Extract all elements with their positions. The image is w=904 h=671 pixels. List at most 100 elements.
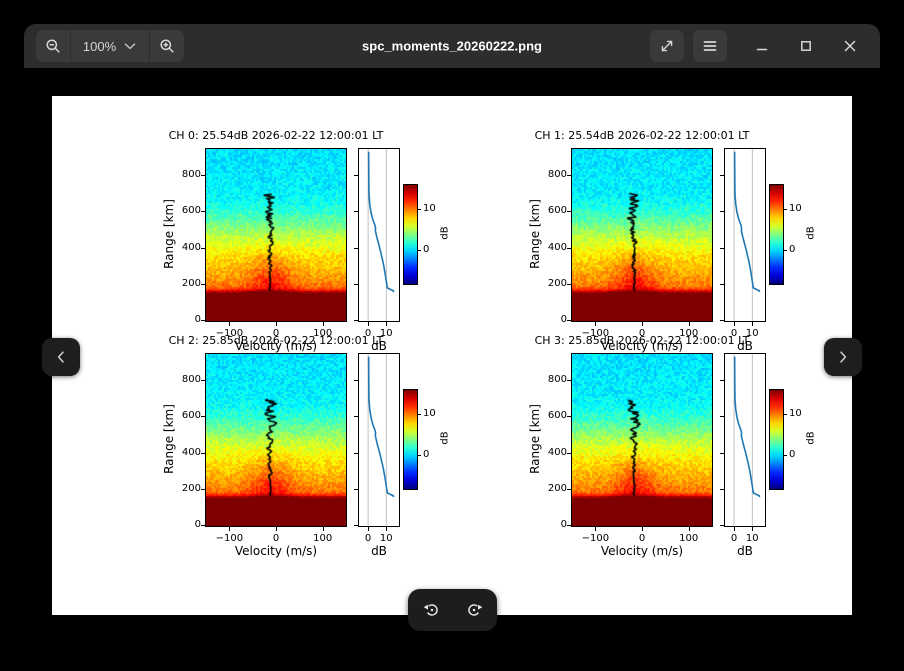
rotate-counterclockwise-button[interactable]	[415, 593, 449, 627]
x-tick-mark	[688, 527, 690, 531]
x-tick-mark	[229, 527, 231, 531]
db-tick-mark	[752, 527, 754, 531]
y-tick-label: 600	[181, 410, 201, 422]
y-tick-label: 600	[547, 410, 567, 422]
zoom-level-dropdown[interactable]: 100%	[71, 30, 149, 62]
db-tick-mark	[734, 527, 736, 531]
y-tick-mark	[720, 320, 724, 321]
y-tick-mark	[567, 380, 571, 382]
hamburger-menu-icon	[703, 41, 717, 51]
colorbar-tick-label: 0	[789, 449, 796, 460]
snr-profile-line	[367, 356, 395, 498]
y-tick-mark	[354, 283, 358, 285]
db-tick-mark	[368, 527, 370, 531]
x-tick-label: 100	[679, 328, 699, 339]
db-tick-label: 10	[745, 328, 759, 339]
colorbar-tick-mark	[784, 455, 787, 456]
y-tick-mark	[567, 283, 571, 285]
y-tick-label: 800	[547, 169, 567, 181]
y-tick-mark	[720, 416, 724, 418]
snr-profile-plot	[733, 149, 761, 321]
y-tick-mark	[567, 525, 571, 526]
headerbar: 100% spc_moments_20260222.png	[24, 24, 880, 68]
y-tick-mark	[567, 211, 571, 213]
y-tick-mark	[720, 247, 724, 249]
channel-subplot: CH 0: 25.54dB 2026-02-22 12:00:01 LT Ran…	[52, 96, 452, 353]
colorbar	[769, 184, 784, 285]
x-tick-label: 0	[272, 328, 280, 339]
colorbar	[403, 389, 418, 490]
x-tick-mark	[595, 527, 597, 531]
y-tick-mark	[354, 211, 358, 213]
zoom-in-button[interactable]	[150, 30, 184, 62]
y-tick-label: 200	[547, 277, 567, 289]
zoom-out-button[interactable]	[36, 30, 70, 62]
y-tick-mark	[201, 211, 205, 213]
maximize-icon	[801, 41, 811, 51]
colorbar-tick-label: 0	[423, 449, 430, 460]
colorbar-tick-mark	[418, 208, 421, 210]
x-tick-label: 0	[638, 533, 646, 544]
y-tick-mark	[567, 175, 571, 177]
channel-title: CH 2: 25.85dB 2026-02-22 12:00:01 LT	[168, 334, 384, 347]
previous-image-button[interactable]	[42, 338, 80, 376]
x-tick-mark	[595, 322, 597, 326]
y-tick-label: 800	[547, 374, 567, 386]
db-tick-label: 0	[364, 533, 372, 544]
channel-title: CH 0: 25.54dB 2026-02-22 12:00:01 LT	[168, 129, 384, 142]
colorbar-tick-label: 0	[789, 244, 796, 255]
colorbar-label: dB	[805, 431, 817, 445]
y-tick-mark	[720, 452, 724, 454]
close-button[interactable]	[834, 30, 866, 62]
y-tick-label: 0	[194, 519, 201, 530]
y-tick-mark	[354, 320, 358, 321]
x-tick-label: −100	[581, 328, 610, 339]
menu-button[interactable]	[693, 30, 727, 62]
snr-profile-axes	[358, 353, 400, 527]
y-tick-label: 800	[181, 169, 201, 181]
snr-profile-plot	[367, 354, 395, 526]
next-image-button[interactable]	[824, 338, 862, 376]
colorbar-tick-label: 10	[423, 202, 436, 214]
y-tick-mark	[720, 283, 724, 285]
x-tick-mark	[322, 322, 324, 326]
y-tick-label: 800	[181, 374, 201, 386]
db-tick-label: 10	[745, 533, 759, 544]
spectrogram-axes	[205, 353, 347, 527]
snr-profile-plot	[733, 354, 761, 526]
colorbar-tick-label: 10	[789, 202, 802, 214]
y-tick-mark	[354, 380, 358, 382]
y-tick-mark	[567, 247, 571, 249]
y-tick-label: 400	[547, 446, 567, 458]
db-tick-mark	[386, 527, 388, 531]
x-tick-label: 100	[313, 328, 333, 339]
y-tick-label: 0	[194, 314, 201, 325]
x-tick-label: −100	[581, 533, 610, 544]
colorbar-tick-label: 0	[423, 244, 430, 255]
zoom-in-icon	[160, 39, 174, 53]
y-tick-label: 0	[560, 519, 567, 530]
fullscreen-button[interactable]	[650, 30, 684, 62]
db-tick-label: 10	[379, 328, 393, 339]
chevron-right-icon	[840, 351, 847, 363]
y-tick-mark	[720, 488, 724, 490]
maximize-button[interactable]	[790, 30, 822, 62]
colorbar-tick-mark	[784, 250, 787, 251]
rotate-clockwise-button[interactable]	[457, 593, 491, 627]
colorbar-tick-mark	[418, 455, 421, 456]
y-tick-mark	[567, 416, 571, 418]
close-icon	[844, 40, 856, 52]
chevron-left-icon	[57, 351, 64, 363]
zoom-out-icon	[46, 39, 60, 53]
snr-profile-plot	[367, 149, 395, 321]
zoom-controls: 100%	[36, 30, 184, 62]
minimize-button[interactable]	[746, 30, 778, 62]
y-tick-label: 400	[181, 241, 201, 253]
y-tick-mark	[201, 452, 205, 454]
db-axis-label: dB	[737, 339, 753, 353]
x-tick-mark	[688, 322, 690, 326]
y-tick-mark	[354, 452, 358, 454]
db-tick-mark	[734, 322, 736, 326]
x-tick-label: −100	[215, 328, 244, 339]
x-tick-mark	[276, 322, 277, 326]
